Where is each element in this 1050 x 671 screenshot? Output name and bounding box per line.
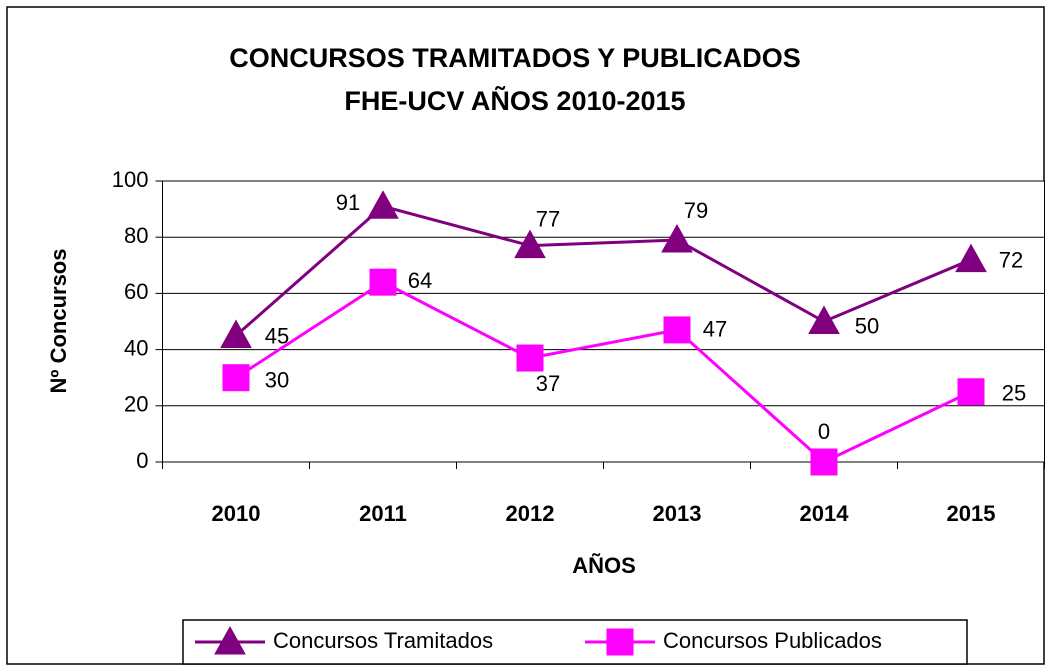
- data-label: 0: [818, 419, 830, 444]
- legend-label: Concursos Publicados: [663, 628, 882, 653]
- y-tick-label: 20: [124, 392, 148, 417]
- data-label: 77: [536, 206, 560, 231]
- y-axis-label: Nº Concursos: [46, 249, 71, 394]
- x-tick-label: 2011: [359, 501, 407, 526]
- marker: [369, 268, 397, 296]
- y-tick-label: 100: [112, 167, 149, 192]
- data-label: 91: [336, 190, 360, 215]
- chart-title: CONCURSOS TRAMITADOS Y PUBLICADOS: [229, 43, 801, 73]
- data-label: 64: [408, 268, 432, 293]
- marker: [220, 319, 252, 349]
- marker: [214, 625, 246, 655]
- marker: [661, 223, 693, 253]
- chart-title: FHE-UCV AÑOS 2010-2015: [344, 85, 685, 116]
- y-tick-label: 80: [124, 223, 148, 248]
- data-label: 47: [703, 317, 727, 342]
- legend-box: [182, 619, 968, 665]
- legend-label: Concursos Tramitados: [273, 628, 493, 653]
- marker: [955, 243, 987, 273]
- marker: [810, 448, 838, 476]
- marker: [516, 344, 544, 372]
- marker: [808, 305, 840, 334]
- marker: [222, 364, 250, 392]
- marker: [957, 378, 985, 406]
- marker: [514, 229, 546, 259]
- data-label: 72: [999, 247, 1023, 272]
- x-tick-label: 2015: [947, 501, 996, 526]
- series-line: [235, 280, 972, 464]
- x-tick-label: 2012: [506, 501, 555, 526]
- data-label: 30: [265, 368, 289, 393]
- x-tick-label: 2014: [800, 501, 850, 526]
- y-tick-label: 40: [124, 335, 148, 360]
- data-label: 50: [855, 313, 879, 338]
- marker: [367, 190, 399, 219]
- series-line: [235, 204, 972, 337]
- x-tick-label: 2013: [653, 501, 702, 526]
- x-tick-label: 2010: [212, 501, 261, 526]
- data-label: 79: [684, 198, 708, 223]
- y-tick-label: 0: [136, 448, 148, 473]
- marker: [663, 316, 691, 344]
- marker: [606, 628, 634, 656]
- y-tick-label: 60: [124, 279, 148, 304]
- data-label: 37: [536, 371, 560, 396]
- x-axis-label: AÑOS: [572, 553, 636, 578]
- data-label: 25: [1002, 381, 1026, 406]
